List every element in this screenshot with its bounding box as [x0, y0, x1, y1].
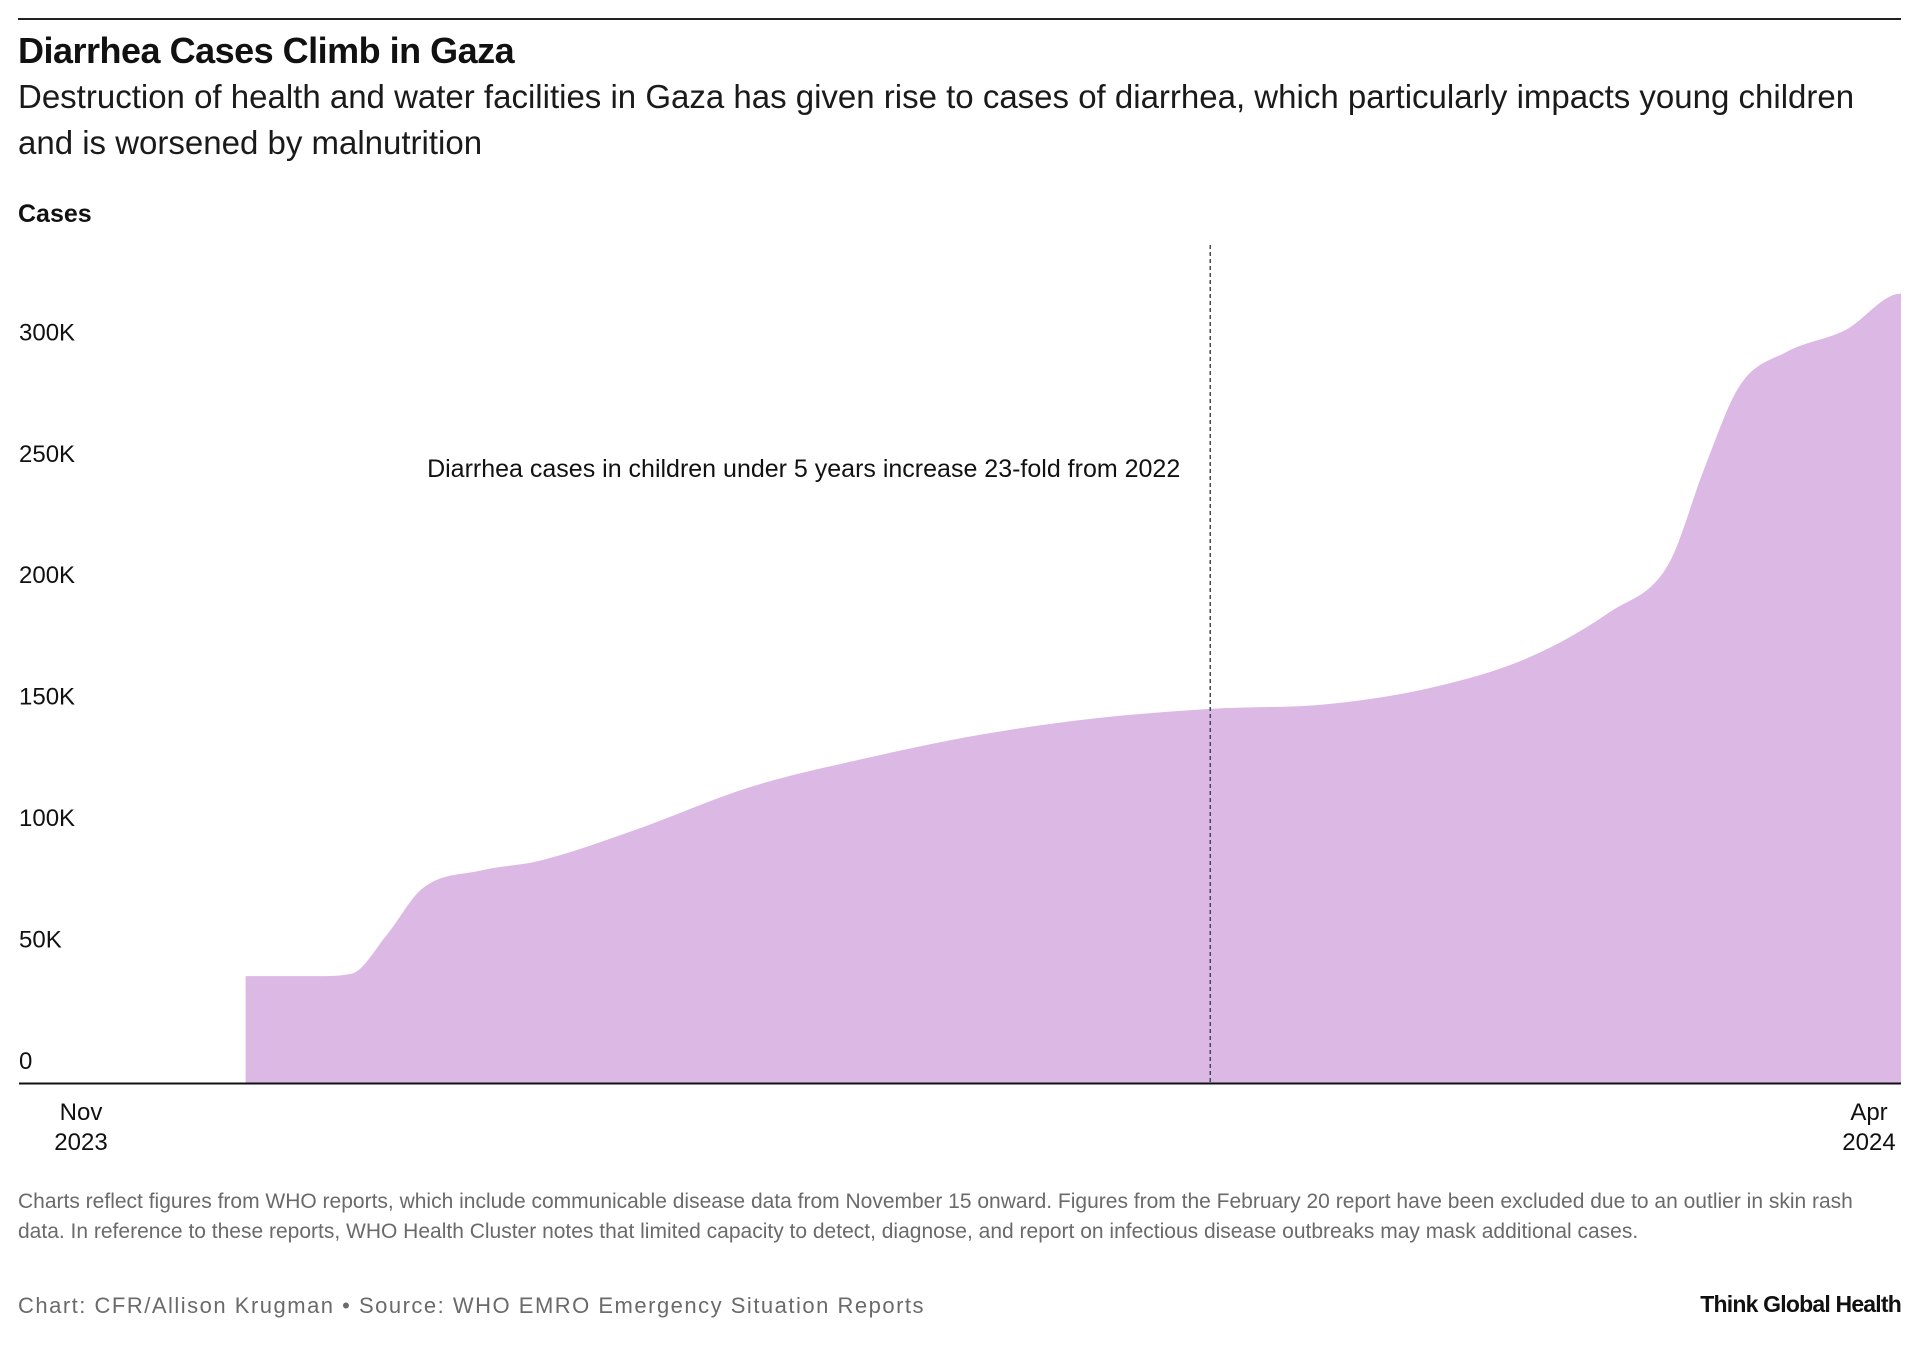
y-tick-label: 150K [19, 684, 75, 711]
x-tick-year: 2024 [1842, 1129, 1895, 1156]
y-axis-title: Cases [18, 200, 92, 228]
cases-area [245, 245, 1901, 1083]
y-axis-ticks: 0 50K 100K 150K 200K 250K 300K [19, 319, 75, 1075]
annotation-text: Diarrhea cases in children under 5 years… [427, 455, 1180, 483]
x-axis-ticks: Nov 2023 Apr 2024 [54, 1099, 1895, 1156]
area-chart: 0 50K 100K 150K 200K 250K 300K Diarrhea cases … [19, 245, 1901, 1156]
y-tick-label: 250K [19, 441, 75, 468]
y-tick-label: 100K [19, 805, 75, 832]
top-rule [18, 18, 1901, 20]
y-tick-label: 0 [19, 1048, 32, 1075]
footnote: Charts reflect figures from WHO reports,… [18, 1190, 1853, 1243]
chart-subtitle: Destruction of health and water faciliti… [18, 78, 1855, 161]
chart-title: Diarrhea Cases Climb in Gaza [18, 30, 515, 71]
brand-logo: Think Global Health [1700, 1291, 1902, 1317]
y-tick-label: 300K [19, 319, 75, 346]
source-credit: Chart: CFR/Allison Krugman • Source: WHO… [18, 1293, 926, 1318]
y-tick-label: 50K [19, 927, 62, 954]
x-tick-month: Nov [60, 1099, 103, 1126]
y-tick-label: 200K [19, 562, 75, 589]
x-tick-year: 2023 [54, 1129, 107, 1156]
x-tick-month: Apr [1850, 1099, 1887, 1126]
